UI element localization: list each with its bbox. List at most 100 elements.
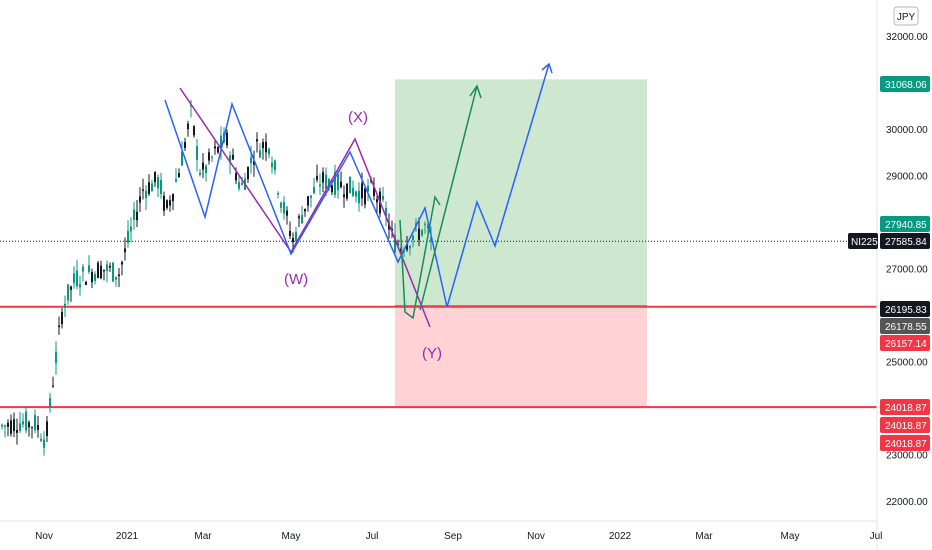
candle-body xyxy=(169,200,171,206)
candle-body xyxy=(154,171,156,183)
x-tick-label: 2022 xyxy=(609,531,632,542)
price-badge xyxy=(880,233,930,249)
candle-body xyxy=(232,154,234,160)
candle-body xyxy=(211,156,213,158)
candle-body xyxy=(43,439,45,448)
x-tick-label: Jul xyxy=(870,531,883,542)
candle-body xyxy=(70,286,72,290)
candle-body xyxy=(349,176,351,194)
candle-body xyxy=(133,209,135,220)
candle-body xyxy=(355,191,357,197)
candle-body xyxy=(16,429,18,433)
candle-body xyxy=(193,126,195,136)
candle-body xyxy=(229,155,231,163)
candle-body xyxy=(331,185,333,193)
candle-body xyxy=(7,422,9,427)
candle-body xyxy=(220,135,222,149)
wave-label-1: (X) xyxy=(348,109,368,126)
price-badge xyxy=(880,399,930,415)
candle-body xyxy=(421,229,423,236)
blue-arrowhead xyxy=(541,62,553,74)
candle-body xyxy=(394,235,396,253)
currency-box xyxy=(893,6,919,26)
candle-body xyxy=(118,274,120,277)
wave-label-0: (W) xyxy=(284,271,308,288)
x-tick-label: May xyxy=(781,531,800,542)
price-badge-label: 26157.14 xyxy=(885,339,927,350)
y-tick-label: 32000.00 xyxy=(886,32,928,43)
candle-body xyxy=(94,274,96,281)
candle-body xyxy=(286,210,288,216)
candle-body xyxy=(82,266,84,272)
x-tick-label: May xyxy=(282,531,301,542)
candle-body xyxy=(178,173,180,178)
wave-blue-line xyxy=(164,63,550,308)
price-badge-label: 24018.87 xyxy=(885,421,927,432)
candle-body xyxy=(367,185,369,192)
price-badge xyxy=(880,318,930,334)
candle-body xyxy=(127,230,129,243)
price-badge xyxy=(880,435,930,451)
price-badge-label: 31068.06 xyxy=(885,80,927,91)
candle-body xyxy=(313,186,315,194)
candle-body xyxy=(217,147,219,153)
candle-body xyxy=(319,184,321,187)
candle-body xyxy=(364,188,366,205)
candle-body xyxy=(325,174,327,189)
price-badge xyxy=(880,301,930,317)
candle-body xyxy=(100,265,102,279)
candle-body xyxy=(280,202,282,208)
candlestick-series xyxy=(1,100,432,456)
candle-body xyxy=(199,172,201,175)
wave-purple-line xyxy=(179,87,431,328)
y-tick-label: 30000.00 xyxy=(886,125,928,136)
candle-body xyxy=(106,264,108,272)
candle-body xyxy=(322,172,324,183)
candle-body xyxy=(346,183,348,199)
candle-body xyxy=(385,207,387,217)
y-tick-label: 29000.00 xyxy=(886,172,928,183)
candle-body xyxy=(409,246,411,249)
candle-body xyxy=(328,178,330,186)
candle-body xyxy=(271,162,273,168)
candle-body xyxy=(337,173,339,191)
candle-body xyxy=(145,190,147,199)
price-badge-label: 24018.87 xyxy=(885,403,927,414)
price-badge xyxy=(880,417,930,433)
candle-body xyxy=(340,181,342,188)
candle-body xyxy=(388,223,390,230)
candle-body xyxy=(205,165,207,173)
candle-body xyxy=(430,237,432,242)
candle-body xyxy=(163,195,165,211)
candle-body xyxy=(334,172,336,195)
candle-body xyxy=(352,187,354,196)
candle-body xyxy=(130,226,132,232)
position-zones xyxy=(395,79,647,408)
candle-body xyxy=(196,146,198,160)
candle-body xyxy=(88,265,90,273)
candle-body xyxy=(256,139,258,142)
candle-body xyxy=(253,160,255,165)
candle-body xyxy=(64,303,66,309)
candle-body xyxy=(85,281,87,285)
candle-body xyxy=(424,223,426,225)
candle-body xyxy=(31,427,33,429)
candle-body xyxy=(382,196,384,200)
candle-body xyxy=(22,421,24,425)
candle-body xyxy=(1,424,3,427)
symbol-tag xyxy=(848,233,878,249)
candle-body xyxy=(292,237,294,243)
candle-body xyxy=(73,273,75,284)
price-badge xyxy=(880,335,930,351)
currency-label: JPY xyxy=(897,12,916,23)
candle-body xyxy=(49,398,51,408)
y-tick-label: 27000.00 xyxy=(886,265,928,276)
candle-body xyxy=(343,194,345,198)
candle-body xyxy=(76,270,78,287)
candle-body xyxy=(202,162,204,170)
wave-drawings xyxy=(164,62,553,328)
candle-body xyxy=(238,182,240,189)
candle-body xyxy=(19,423,21,431)
x-tick-label: Jul xyxy=(366,531,379,542)
